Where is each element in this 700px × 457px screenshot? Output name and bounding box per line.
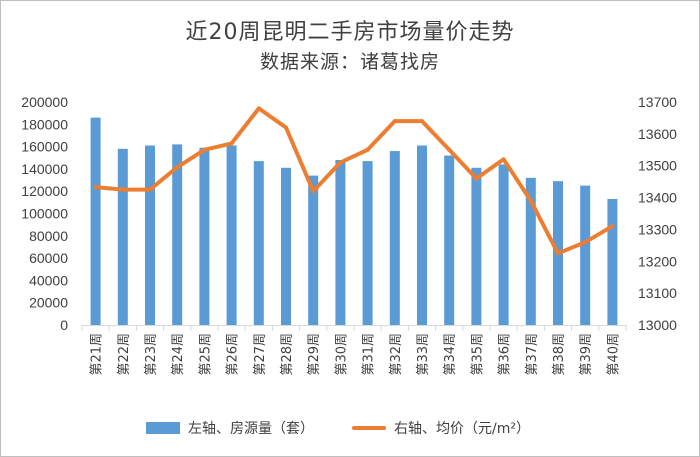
left-axis-tick-label: 60000 (29, 250, 68, 266)
x-axis-tick-label: 第34周 (443, 333, 458, 376)
right-axis-tick-label: 13700 (638, 94, 677, 110)
x-axis-tick-label: 第40周 (606, 333, 621, 376)
x-axis-tick-label: 第33周 (416, 333, 431, 376)
x-axis-tick-label: 第38周 (552, 333, 567, 376)
price-point (583, 240, 588, 245)
left-axis-tick-label: 80000 (29, 228, 68, 244)
price-point (256, 106, 261, 111)
right-axis-tick-label: 13600 (638, 126, 677, 142)
left-axis-tick-label: 100000 (21, 206, 68, 222)
bar (389, 151, 400, 325)
x-axis-tick-label: 第30周 (334, 333, 349, 376)
left-axis-tick-label: 0 (60, 317, 68, 333)
right-axis-tick-label: 13200 (638, 253, 677, 269)
bar (172, 144, 183, 325)
right-axis-tick-label: 13100 (638, 285, 677, 301)
price-point (175, 165, 180, 170)
bar (281, 167, 291, 325)
x-axis-tick-label: 第39周 (579, 333, 594, 376)
price-point (528, 198, 533, 203)
left-axis-tick-label: 20000 (29, 295, 68, 311)
bar (580, 185, 591, 325)
price-line (93, 106, 615, 256)
bar (525, 177, 536, 325)
price-point (501, 157, 506, 162)
x-axis-tick-label: 第28周 (280, 333, 295, 376)
chart-subtitle: 数据来源：诸葛找房 (259, 51, 440, 73)
right-axis-tick-label: 13000 (638, 317, 677, 333)
legend: 左轴、房源量（套） 右轴、均价（元/m²） (0, 418, 700, 440)
price-point (202, 147, 207, 152)
bar (471, 167, 482, 325)
x-axis-tick-label: 第37周 (525, 333, 540, 376)
bar (117, 148, 128, 325)
left-axis-tick-label: 160000 (21, 139, 68, 155)
x-axis-tick-label: 第24周 (171, 333, 186, 376)
bar (335, 159, 346, 325)
x-axis-tick-label: 第29周 (307, 333, 322, 376)
legend-label-bar: 左轴、房源量（套） (188, 421, 314, 437)
bar (308, 175, 319, 325)
chart-title: 近20周昆明二手房市场量价走势 (185, 20, 515, 45)
right-axis-tick-label: 13500 (638, 158, 677, 174)
bar (226, 145, 237, 325)
price-point (556, 251, 560, 256)
bar (417, 145, 427, 325)
price-point (284, 125, 288, 130)
left-axis-tick-label: 140000 (21, 161, 68, 177)
left-axis-tick-label: 200000 (21, 94, 68, 110)
bar (199, 147, 210, 325)
bar (90, 117, 101, 325)
price-point (610, 224, 615, 229)
right-axis-tick-label: 13400 (638, 190, 677, 206)
bar (145, 145, 155, 325)
price-point (420, 119, 424, 124)
x-axis-tick-label: 第25周 (198, 333, 213, 376)
legend-swatch-line (352, 426, 386, 430)
x-axis-tick-label: 第27周 (253, 333, 268, 376)
right-axis-tick-label: 13300 (638, 221, 677, 237)
legend-item-line: 右轴、均价（元/m²） (352, 418, 530, 438)
x-axis-tick-label: 第31周 (362, 333, 377, 376)
left-axis-tick-label: 40000 (29, 272, 68, 288)
bar (253, 161, 264, 325)
price-point (229, 141, 234, 146)
bar (362, 161, 373, 325)
x-axis-tick-label: 第23周 (144, 333, 159, 376)
bar (498, 164, 509, 325)
left-axis-tick-label: 120000 (21, 183, 68, 199)
price-point (338, 160, 343, 165)
bar (607, 199, 618, 325)
price-point (311, 189, 316, 194)
price-point (474, 176, 479, 181)
price-point (392, 119, 397, 124)
price-point (93, 185, 98, 190)
legend-item-bar: 左轴、房源量（套） (146, 418, 314, 438)
bar (444, 155, 455, 325)
legend-label-line: 右轴、均价（元/m²） (394, 421, 530, 437)
x-axis-tick-label: 第21周 (90, 333, 105, 376)
price-point (120, 187, 125, 192)
legend-swatch-bar (146, 422, 180, 434)
x-axis-tick-label: 第36周 (498, 333, 513, 376)
price-point (447, 147, 452, 152)
price-point (365, 147, 370, 152)
x-axis-tick-label: 第35周 (470, 333, 485, 376)
x-axis-tick-label: 第22周 (117, 333, 132, 376)
x-axis-tick-label: 第32周 (389, 333, 404, 376)
x-axis-tick-label: 第26周 (226, 333, 241, 376)
left-axis-tick-label: 180000 (21, 116, 68, 132)
price-point (148, 187, 152, 192)
